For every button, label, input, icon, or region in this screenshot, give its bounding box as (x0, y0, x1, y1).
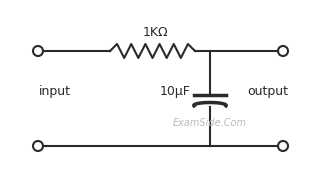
Text: 1KΩ: 1KΩ (142, 26, 168, 39)
Text: 10μF: 10μF (160, 85, 190, 98)
Text: output: output (247, 85, 289, 98)
Text: ExamSide.Com: ExamSide.Com (173, 118, 247, 128)
Text: input: input (39, 85, 71, 98)
